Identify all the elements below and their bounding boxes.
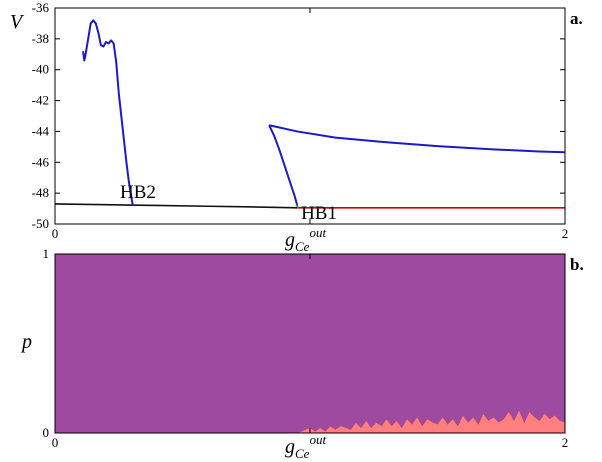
- panel-a-series-line-3: [268, 124, 566, 154]
- panel-a-series-line-5: [295, 204, 300, 209]
- annotation-hb2: HB2: [120, 182, 156, 203]
- panel-b-area-1: [55, 254, 565, 433]
- panel-b-xlabel-sub: Ce: [295, 446, 310, 461]
- panel-a-series-line-0: [54, 203, 298, 209]
- panel-a-ticks: -50 -48 -46 -44 -42 -40 -38 -36 0 2: [32, 0, 569, 241]
- panel-a-xlabel-main: g: [285, 229, 295, 251]
- panel-a-ytick-label-5: -40: [32, 62, 49, 77]
- panel-a-xlabel: gCeout: [285, 225, 326, 254]
- panel-b-ytick-label-1: 1: [43, 246, 50, 261]
- panel-b-xlabel-sup: out: [309, 432, 326, 447]
- panel-b-label: b.: [570, 255, 584, 274]
- panel-b-probability-plot: 0 1 0 2 p b. gCeout: [20, 246, 584, 461]
- panel-a-label: a.: [570, 9, 583, 28]
- panel-a-ytick-label-7: -36: [32, 0, 50, 15]
- panel-b-ytick-label-0: 0: [43, 425, 50, 440]
- panel-b-area-0: [55, 409, 565, 433]
- panel-a-ytick-label-2: -46: [32, 154, 50, 169]
- panel-b-ticks: 0 1 0 2: [43, 246, 569, 450]
- panel-a-ytick-label-4: -42: [32, 93, 49, 108]
- panel-a-ytick-label-0: -50: [32, 216, 49, 231]
- panel-a-voltage-plot: -50-48-46-44-42-40-38-360 2 V a. HB2 HB1 …: [10, 0, 583, 254]
- annotation-hb1: HB1: [301, 203, 337, 224]
- panel-a-ytick-label-1: -48: [32, 185, 49, 200]
- panel-b-xtick-label-0: 0: [52, 435, 59, 450]
- panel-b-xtick-label-2: 2: [562, 435, 569, 450]
- panel-a-ytick-label-6: -38: [32, 31, 49, 46]
- panel-a-xtick-label-0: 0: [52, 226, 59, 241]
- panel-a-ytick-label-3: -44: [32, 123, 50, 138]
- panel-a-series-group: [54, 19, 566, 209]
- panel-b-xlabel: gCeout: [285, 432, 326, 461]
- panel-a-xlabel-sup: out: [309, 225, 326, 240]
- panel-a-series-line-2: [82, 19, 134, 206]
- panel-a-series-line-4: [268, 124, 299, 206]
- panel-a-xtick-label-2: 2: [562, 226, 569, 241]
- panel-a-xlabel-sub: Ce: [295, 239, 310, 254]
- panel-b-series-group: [55, 254, 566, 434]
- panel-b-ylabel: p: [20, 331, 32, 353]
- panel-a-ylabel: V: [10, 11, 25, 33]
- panel-b-area-edge-0: [55, 408, 566, 434]
- panel-b-xlabel-main: g: [285, 436, 295, 458]
